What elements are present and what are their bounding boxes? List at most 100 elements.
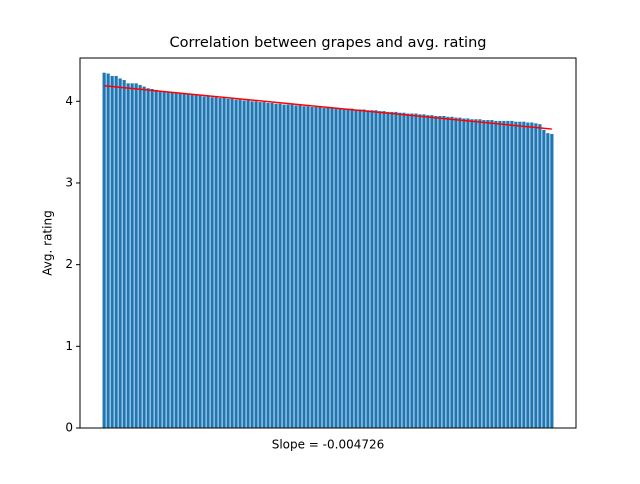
plot-frame — [79, 57, 577, 429]
bar — [486, 120, 490, 428]
y-tick-label: 3 — [65, 175, 73, 189]
bar — [526, 122, 530, 428]
bar — [274, 103, 278, 429]
bar — [134, 83, 138, 428]
bar — [398, 112, 402, 428]
bar — [406, 113, 410, 429]
bar — [502, 120, 506, 428]
bar — [130, 83, 134, 428]
bar — [306, 106, 310, 428]
bar — [402, 112, 406, 428]
bar — [262, 102, 266, 428]
y-tick-label: 1 — [65, 339, 73, 353]
bar — [214, 97, 218, 429]
bar — [146, 88, 150, 428]
bar — [202, 96, 206, 428]
bar — [378, 111, 382, 428]
bar — [450, 116, 454, 428]
bar — [150, 89, 154, 428]
bar — [170, 92, 174, 429]
bar — [386, 111, 390, 428]
y-tick-label: 0 — [65, 421, 73, 435]
bar — [238, 99, 242, 428]
bar — [430, 115, 434, 429]
bar — [458, 117, 462, 428]
bar — [478, 119, 482, 429]
bar — [426, 115, 430, 429]
y-tick-label: 4 — [65, 94, 73, 108]
bar — [498, 120, 502, 428]
bar — [490, 120, 494, 428]
bar — [314, 107, 318, 428]
bar — [394, 111, 398, 428]
bar — [442, 115, 446, 428]
bar — [222, 98, 226, 429]
bar — [382, 111, 386, 428]
bar — [358, 109, 362, 428]
bar — [162, 91, 166, 429]
bar — [198, 95, 202, 428]
bar — [226, 98, 230, 428]
bar — [154, 89, 158, 428]
bar — [242, 100, 246, 428]
bar — [506, 120, 510, 428]
bar — [298, 105, 302, 428]
bar — [254, 101, 258, 428]
bar — [102, 72, 106, 428]
bar — [110, 75, 114, 429]
bar — [166, 92, 170, 429]
bar — [186, 93, 190, 429]
bar — [326, 107, 330, 429]
bar — [334, 107, 338, 429]
chart-title: Correlation between grapes and avg. rati… — [170, 35, 487, 51]
bar — [534, 123, 538, 428]
bar — [462, 118, 466, 428]
bar — [530, 122, 534, 428]
bar — [310, 107, 314, 428]
bar — [178, 93, 182, 429]
bar — [190, 94, 194, 428]
bar — [302, 106, 306, 428]
bar — [346, 108, 350, 429]
bar — [550, 133, 554, 428]
trend-line — [104, 85, 552, 130]
bar — [330, 107, 334, 429]
bar — [278, 103, 282, 429]
bar — [374, 110, 378, 428]
y-axis-label: Avg. rating — [41, 210, 55, 275]
bar — [422, 114, 426, 429]
bar — [246, 100, 250, 428]
bar — [362, 109, 366, 428]
bar — [338, 108, 342, 429]
bar — [482, 120, 486, 428]
bar — [522, 121, 526, 428]
bar — [206, 96, 210, 428]
bar — [514, 121, 518, 428]
bar — [114, 75, 118, 429]
bar — [354, 109, 358, 428]
bar — [266, 102, 270, 429]
bar — [210, 97, 214, 429]
bar — [434, 115, 438, 428]
bar — [494, 120, 498, 428]
bar — [230, 98, 234, 428]
bar — [122, 80, 126, 428]
bar — [414, 113, 418, 429]
bar — [286, 104, 290, 429]
bar — [342, 108, 346, 429]
bar — [370, 110, 374, 428]
bar — [474, 119, 478, 429]
bar — [142, 86, 146, 429]
bar — [118, 78, 122, 428]
bar — [174, 93, 178, 429]
bar — [318, 107, 322, 428]
bar — [138, 84, 142, 428]
x-axis-label: Slope = -0.004726 — [272, 438, 385, 452]
bar — [294, 105, 298, 428]
bar — [234, 99, 238, 428]
bar — [438, 115, 442, 428]
bar — [410, 113, 414, 429]
bar — [446, 116, 450, 428]
bar — [270, 102, 274, 429]
